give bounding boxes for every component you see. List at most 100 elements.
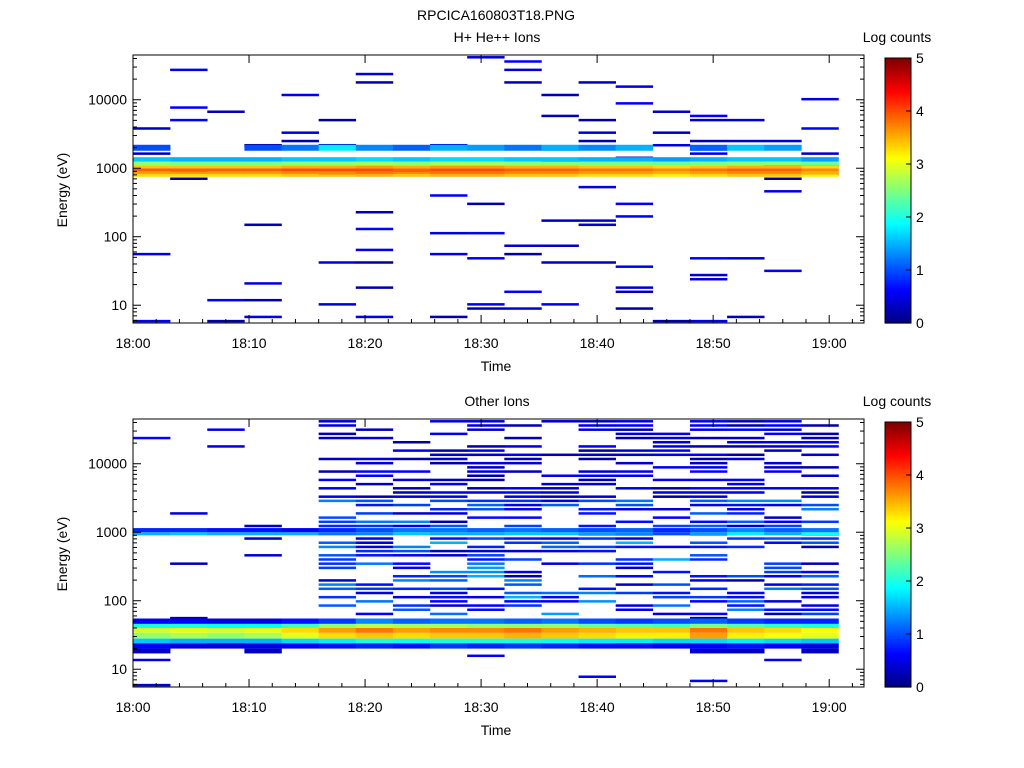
colorbar-swatch	[885, 86, 911, 90]
heatmap-cell	[318, 261, 357, 264]
colorbar-swatch	[885, 212, 911, 216]
heatmap-cell	[615, 470, 654, 473]
colorbar-swatch	[885, 574, 911, 578]
heatmap-cell	[467, 549, 505, 553]
colorbar-swatch	[885, 183, 911, 187]
heatmap-cell	[652, 491, 691, 494]
colorbar-swatch	[885, 188, 911, 192]
heatmap-cell	[318, 436, 357, 440]
colorbar-swatch	[885, 503, 911, 507]
y-axis-label: Energy (eV)	[54, 153, 70, 228]
heatmap-band-cell	[207, 157, 245, 162]
heatmap-cell	[170, 68, 208, 72]
heatmap-cell	[504, 516, 542, 519]
colorbar-swatch	[885, 281, 911, 284]
colorbar: 0 1 2 3 4 5	[884, 50, 924, 331]
colorbar-swatch	[885, 488, 911, 492]
heatmap-band-cell	[504, 157, 542, 162]
heatmap-cell	[392, 503, 431, 507]
heatmap-band-cell	[764, 623, 802, 628]
heatmap-cell	[689, 574, 728, 578]
colorbar-swatch	[885, 457, 911, 461]
heatmap-cell	[727, 579, 765, 582]
heatmap-cell	[764, 139, 802, 143]
colorbar-swatch	[885, 115, 911, 119]
heatmap-cell	[727, 574, 765, 578]
heatmap-cell	[764, 177, 802, 180]
heatmap-cell	[578, 545, 616, 549]
heatmap-cell	[615, 562, 654, 565]
heatmap-band-cell	[801, 627, 839, 633]
heatmap-cell	[541, 503, 579, 507]
heatmap-cell	[689, 545, 728, 549]
heatmap-cell	[615, 307, 654, 310]
heatmap-band-cell	[652, 623, 691, 628]
heatmap-band-cell	[727, 623, 765, 628]
colorbar-swatch	[885, 594, 911, 598]
heatmap-cell	[392, 579, 431, 582]
heatmap-cell	[689, 424, 728, 427]
colorbar-swatch	[885, 228, 911, 231]
heatmap-cell	[689, 495, 728, 498]
heatmap-cell	[541, 219, 579, 222]
heatmap-band-cell	[801, 648, 839, 654]
heatmap-band-cell	[207, 165, 245, 169]
heatmap-cell	[615, 583, 654, 586]
figure-title: RPCICA160803T18.PNG	[417, 7, 575, 23]
heatmap-cell	[689, 273, 728, 277]
heatmap-band-cell	[170, 171, 208, 175]
colorbar-tick-label: 1	[916, 262, 924, 278]
heatmap-cell	[430, 587, 468, 591]
heatmap-cell	[430, 315, 468, 319]
heatmap-cell	[652, 143, 691, 147]
heatmap-band-cell	[764, 161, 802, 166]
heatmap-band-cell	[392, 632, 431, 639]
heatmap-band-cell	[764, 627, 802, 633]
heatmap-cell	[430, 549, 468, 553]
colorbar-tick-label: 5	[916, 414, 924, 430]
heatmap-cell	[727, 595, 765, 599]
heatmap-cell	[801, 487, 839, 490]
heatmap-cell	[355, 537, 394, 540]
heatmap-band-cell	[764, 618, 802, 624]
heatmap-band-cell	[133, 157, 171, 162]
colorbar-swatch	[885, 296, 911, 300]
heatmap-band-cell	[392, 144, 431, 151]
colorbar-swatch	[885, 64, 911, 68]
heatmap-band-cell	[355, 632, 394, 639]
heatmap-band-cell	[801, 618, 839, 624]
heatmap-cell	[578, 591, 616, 595]
heatmap-cell	[355, 612, 394, 616]
heatmap-cell	[281, 93, 319, 97]
heatmap-cell	[467, 570, 505, 574]
heatmap-cell	[430, 507, 468, 511]
heatmap-band-cell	[207, 623, 245, 628]
heatmap-cell	[318, 499, 357, 503]
colorbar-swatch	[885, 561, 911, 564]
heatmap-band-cell	[764, 168, 802, 172]
heatmap-cell	[504, 470, 542, 473]
heatmap-cell	[801, 545, 839, 549]
x-tick-label: 18:50	[696, 335, 731, 351]
panel-title: H+ He++ Ions	[454, 29, 541, 45]
heatmap-cell	[504, 591, 542, 595]
heatmap-cell	[504, 503, 542, 507]
heatmap-cell	[801, 453, 839, 457]
heatmap-cell	[355, 210, 394, 214]
heatmap-band-cell	[281, 157, 319, 162]
heatmap-cell	[689, 466, 728, 469]
colorbar-swatch	[885, 314, 911, 317]
colorbar-swatch	[885, 243, 911, 247]
colorbar-swatch	[885, 675, 911, 679]
colorbar-swatch	[885, 309, 911, 313]
heatmap-cell	[318, 604, 357, 607]
heatmap-band-cell	[430, 168, 468, 172]
heatmap-cell	[355, 482, 394, 486]
heatmap-cell	[504, 445, 542, 448]
heatmap-cell	[764, 574, 802, 578]
heatmap-cell	[392, 587, 431, 591]
heatmap-cell	[727, 118, 765, 122]
heatmap-band-cell	[727, 532, 765, 536]
colorbar-swatch	[885, 459, 911, 463]
heatmap-band-cell	[727, 144, 765, 151]
